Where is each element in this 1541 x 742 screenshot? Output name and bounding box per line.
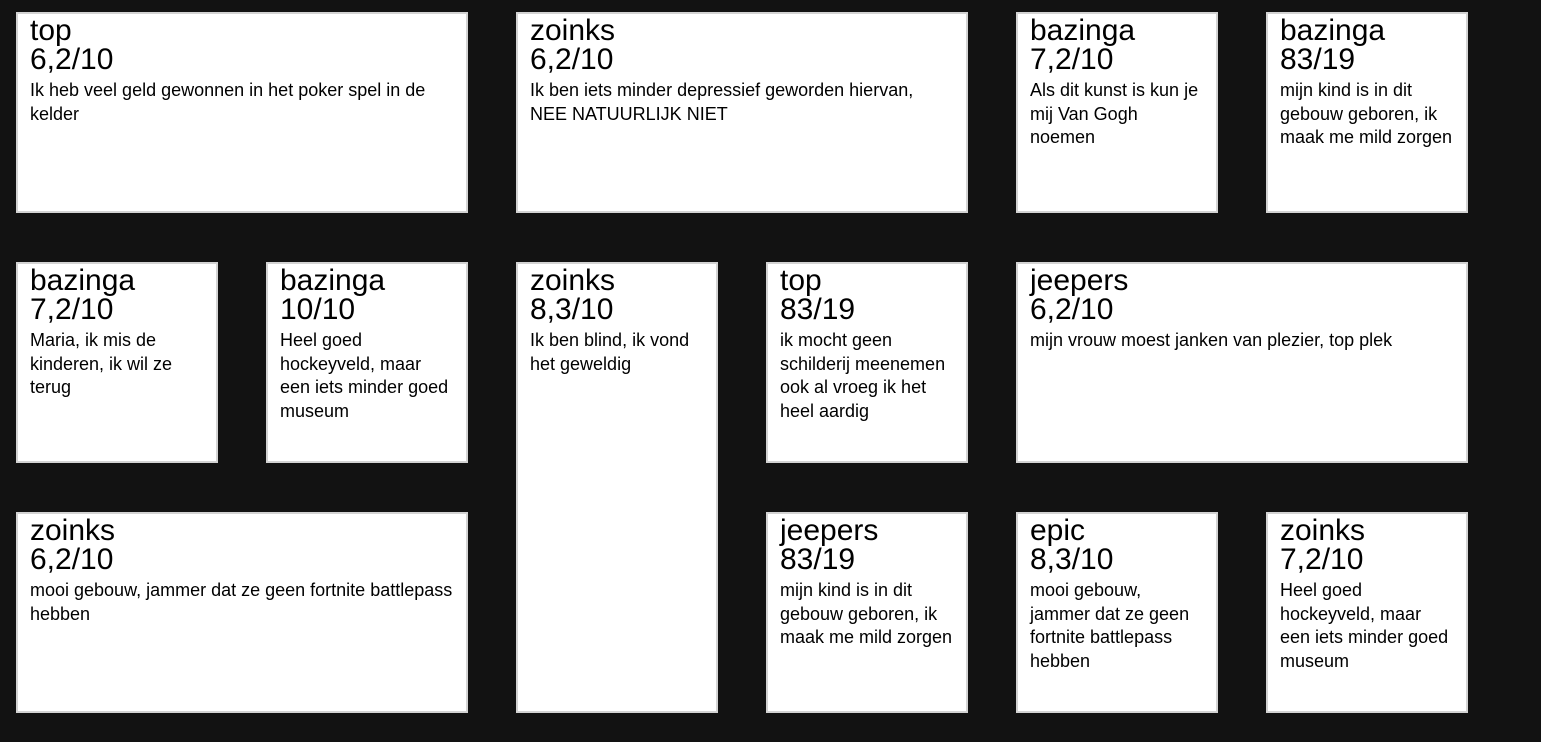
- card-rating: 7,2/10: [30, 293, 114, 326]
- card-rating: 6,2/10: [530, 43, 614, 76]
- card-rating: 83/19: [780, 293, 856, 326]
- card-review-text: Als dit kunst is kun je mij Van Gogh noe…: [1030, 80, 1199, 148]
- card-title: zoinks: [530, 14, 616, 47]
- card-rating: 7,2/10: [1280, 543, 1364, 576]
- card-rating: 8,3/10: [1030, 543, 1114, 576]
- card-review-text: Heel goed hockeyveld, maar een iets mind…: [1280, 580, 1449, 671]
- card-review-text: mijn kind is in dit gebouw geboren, ik m…: [780, 580, 953, 648]
- card-rating: 6,2/10: [30, 543, 114, 576]
- card-review-text: Ik ben blind, ik vond het geweldig: [530, 330, 690, 374]
- card-review-text: Ik ben iets minder depressief geworden h…: [530, 80, 914, 124]
- review-card[interactable]: zoinks 7,2/10 Heel goed hockeyveld, maar…: [1266, 512, 1468, 713]
- card-rating: 83/19: [1280, 43, 1356, 76]
- review-card[interactable]: top 6,2/10 Ik heb veel geld gewonnen in …: [16, 12, 468, 213]
- card-review-text: mooi gebouw, jammer dat ze geen fortnite…: [1030, 580, 1190, 671]
- card-title: zoinks: [1280, 514, 1366, 547]
- review-card[interactable]: bazinga 7,2/10 Als dit kunst is kun je m…: [1016, 12, 1218, 213]
- card-rating: 8,3/10: [530, 293, 614, 326]
- card-title: jeepers: [1030, 264, 1129, 297]
- card-title: top: [30, 14, 72, 47]
- card-title: bazinga: [1030, 14, 1136, 47]
- review-board: top 6,2/10 Ik heb veel geld gewonnen in …: [16, 12, 1468, 713]
- card-rating: 6,2/10: [30, 43, 114, 76]
- card-review-text: mooi gebouw, jammer dat ze geen fortnite…: [30, 580, 453, 624]
- card-title: top: [780, 264, 822, 297]
- card-title: zoinks: [30, 514, 116, 547]
- card-rating: 6,2/10: [1030, 293, 1114, 326]
- card-review-text: Heel goed hockeyveld, maar een iets mind…: [280, 330, 449, 421]
- review-card[interactable]: top 83/19 ik mocht geen schilderij meene…: [766, 262, 968, 463]
- card-title: bazinga: [280, 264, 386, 297]
- review-card[interactable]: zoinks 6,2/10 Ik ben iets minder depress…: [516, 12, 968, 213]
- card-review-text: mijn kind is in dit gebouw geboren, ik m…: [1280, 80, 1453, 148]
- review-card[interactable]: zoinks 8,3/10 Ik ben blind, ik vond het …: [516, 262, 718, 713]
- card-title: epic: [1030, 514, 1086, 547]
- card-review-text: Maria, ik mis de kinderen, ik wil ze ter…: [30, 330, 173, 398]
- card-rating: 7,2/10: [1030, 43, 1114, 76]
- review-card[interactable]: epic 8,3/10 mooi gebouw, jammer dat ze g…: [1016, 512, 1218, 713]
- review-card[interactable]: jeepers 6,2/10 mijn vrouw moest janken v…: [1016, 262, 1468, 463]
- review-card[interactable]: bazinga 7,2/10 Maria, ik mis de kinderen…: [16, 262, 218, 463]
- review-card[interactable]: bazinga 10/10 Heel goed hockeyveld, maar…: [266, 262, 468, 463]
- review-card[interactable]: bazinga 83/19 mijn kind is in dit gebouw…: [1266, 12, 1468, 213]
- review-card[interactable]: jeepers 83/19 mijn kind is in dit gebouw…: [766, 512, 968, 713]
- card-title: bazinga: [1280, 14, 1386, 47]
- card-rating: 83/19: [780, 543, 856, 576]
- card-title: bazinga: [30, 264, 136, 297]
- review-card[interactable]: zoinks 6,2/10 mooi gebouw, jammer dat ze…: [16, 512, 468, 713]
- card-review-text: ik mocht geen schilderij meenemen ook al…: [780, 330, 946, 421]
- card-rating: 10/10: [280, 293, 356, 326]
- card-review-text: mijn vrouw moest janken van plezier, top…: [1030, 330, 1393, 350]
- card-title: jeepers: [780, 514, 879, 547]
- card-review-text: Ik heb veel geld gewonnen in het poker s…: [30, 80, 426, 124]
- card-title: zoinks: [530, 264, 616, 297]
